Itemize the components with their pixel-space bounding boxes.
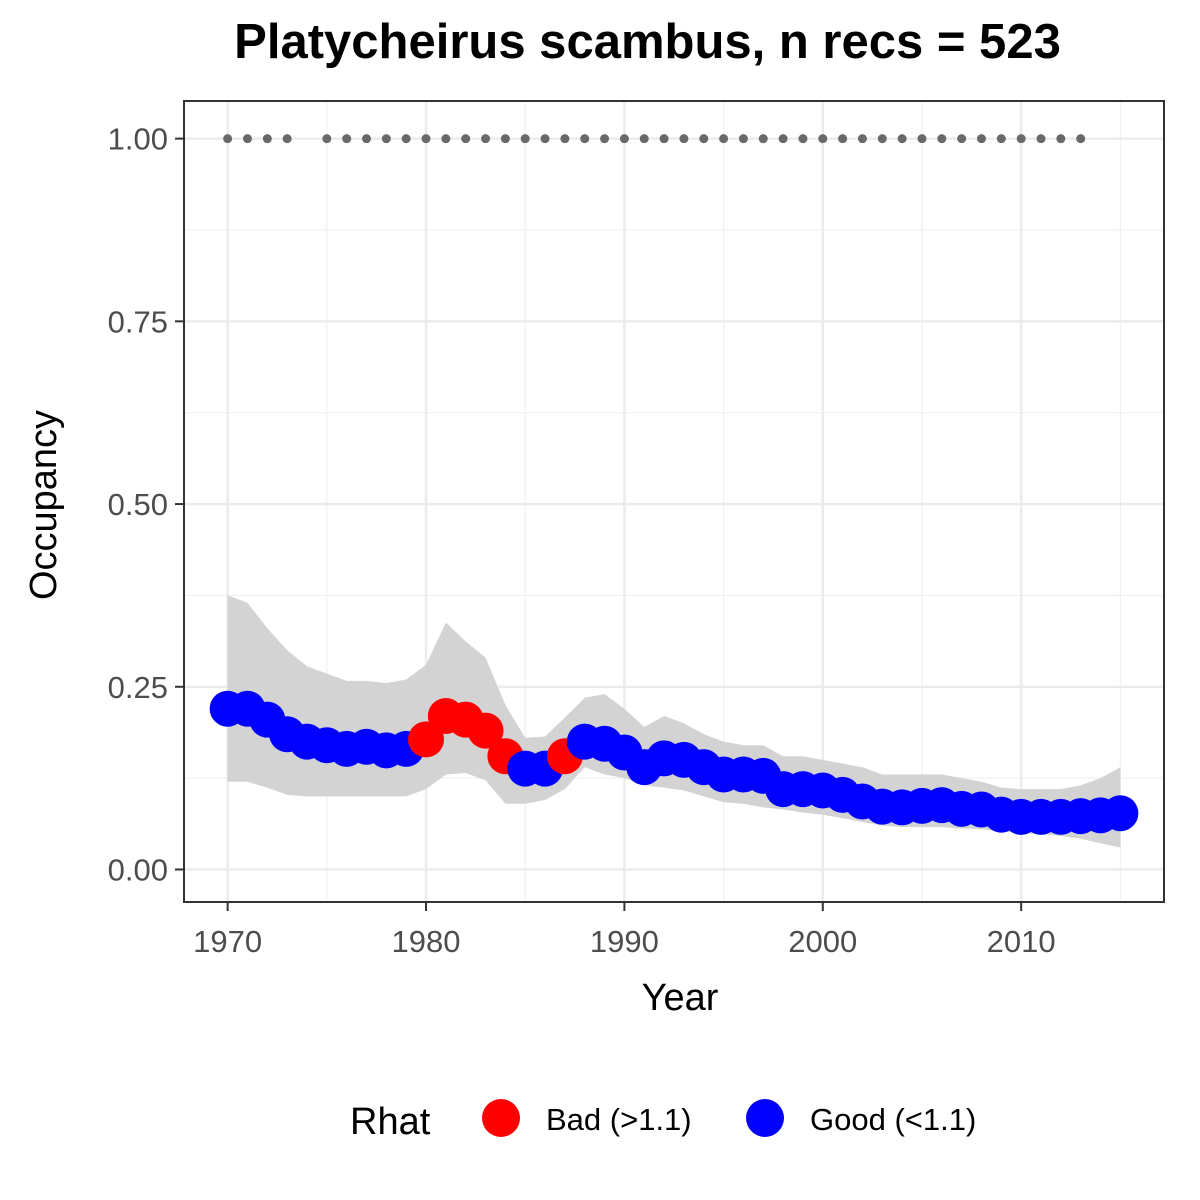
y-tick-label: 0.00 <box>108 852 168 887</box>
record-dot <box>798 134 808 144</box>
record-dot <box>401 134 411 144</box>
chart-title: Platycheirus scambus, n recs = 523 <box>234 15 1061 69</box>
record-dot <box>381 134 391 144</box>
record-dot <box>996 134 1006 144</box>
record-dot <box>461 134 471 144</box>
legend-key-good <box>746 1099 784 1137</box>
legend: Rhat Bad (>1.1) Good (<1.1) <box>350 1099 976 1143</box>
legend-key-bad <box>482 1099 520 1137</box>
record-dot <box>659 134 669 144</box>
x-tick-label: 1970 <box>193 924 262 959</box>
record-dot <box>540 134 550 144</box>
record-dot <box>560 134 570 144</box>
record-dot <box>976 134 986 144</box>
record-dot <box>342 134 352 144</box>
record-dot <box>679 134 689 144</box>
record-dot <box>838 134 848 144</box>
record-dot <box>818 134 828 144</box>
legend-title: Rhat <box>350 1101 431 1143</box>
record-dot <box>1076 134 1086 144</box>
record-dot <box>778 134 788 144</box>
y-tick-label: 1.00 <box>108 122 168 157</box>
record-dot <box>500 134 510 144</box>
record-dot <box>223 134 233 144</box>
x-tick-label: 1990 <box>590 924 659 959</box>
legend-label-good: Good (<1.1) <box>810 1102 976 1137</box>
record-dot <box>937 134 947 144</box>
record-dot <box>758 134 768 144</box>
record-dot <box>897 134 907 144</box>
x-axis-title: Year <box>642 977 719 1019</box>
record-dot <box>917 134 927 144</box>
record-dot <box>639 134 649 144</box>
record-dot <box>1036 134 1046 144</box>
panel-border <box>183 100 1165 903</box>
record-dot <box>619 134 629 144</box>
record-dot <box>600 134 610 144</box>
occupancy-point-good <box>1102 795 1139 832</box>
confidence-ribbon <box>227 595 1121 848</box>
x-tick-label: 2000 <box>788 924 857 959</box>
occupancy-point-bad <box>408 721 445 758</box>
record-year-dots <box>223 134 1086 144</box>
record-dot <box>362 134 372 144</box>
record-dot <box>322 134 332 144</box>
record-dot <box>520 134 530 144</box>
record-dot <box>441 134 451 144</box>
record-dot <box>877 134 887 144</box>
legend-label-bad: Bad (>1.1) <box>546 1102 692 1137</box>
y-axis-title: Occupancy <box>23 410 65 600</box>
record-dot <box>699 134 709 144</box>
record-dot <box>1016 134 1026 144</box>
x-tick-label: 2010 <box>987 924 1056 959</box>
record-dot <box>262 134 272 144</box>
record-dot <box>738 134 748 144</box>
occupancy-point-bad <box>467 712 504 749</box>
record-dot <box>481 134 491 144</box>
major-gridlines <box>184 101 1164 902</box>
y-axis: 0.00 0.25 0.50 0.75 1.00 <box>108 122 184 887</box>
record-dot <box>580 134 590 144</box>
record-dot <box>1056 134 1066 144</box>
record-dot <box>282 134 292 144</box>
x-axis: 1970 1980 1990 2000 2010 <box>193 902 1056 959</box>
occupancy-points <box>209 690 1139 835</box>
y-tick-label: 0.25 <box>108 670 168 705</box>
y-tick-label: 0.75 <box>108 304 168 339</box>
record-dot <box>957 134 967 144</box>
x-tick-label: 1980 <box>392 924 461 959</box>
record-dot <box>421 134 431 144</box>
y-tick-label: 0.50 <box>108 487 168 522</box>
record-dot <box>242 134 252 144</box>
record-dot <box>719 134 729 144</box>
record-dot <box>857 134 867 144</box>
